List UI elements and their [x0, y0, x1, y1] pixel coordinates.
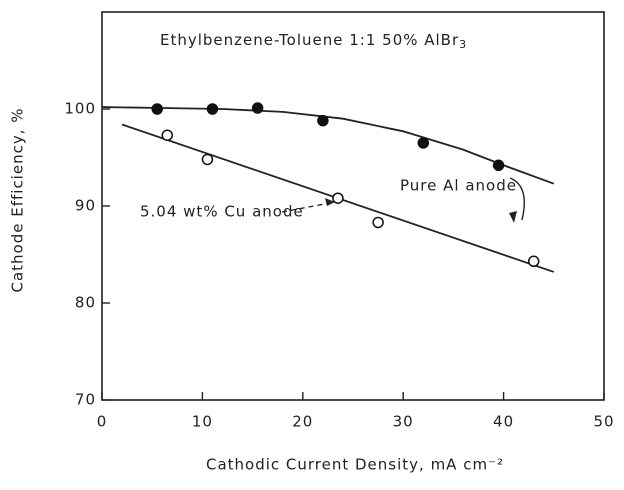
series-label: Pure Al anode — [400, 177, 517, 195]
x-axis-label: Cathodic Current Density, mA cm⁻² — [206, 456, 504, 474]
arrow-al — [509, 177, 525, 221]
chart-title: Ethylbenzene-Toluene 1:1 50% AlBr3 — [160, 31, 467, 52]
y-tick-label: 90 — [75, 197, 96, 215]
data-point — [206, 103, 219, 115]
arrow-cu — [281, 202, 331, 213]
data-point — [372, 216, 384, 229]
fit-line — [101, 106, 555, 185]
title-text: Ethylbenzene-Toluene 1:1 50% AlBr — [160, 31, 459, 49]
data-point — [161, 129, 174, 141]
data-point — [251, 102, 264, 114]
data-point — [332, 192, 344, 204]
x-tick-label: 10 — [192, 413, 213, 431]
y-axis-label: Cathode Efficiency, % — [9, 107, 27, 292]
data-point — [527, 255, 540, 268]
data-point — [317, 114, 329, 127]
data-point — [492, 159, 505, 172]
data-point — [151, 103, 163, 115]
series-label: 5.04 wt% Cu anode — [140, 203, 304, 221]
arrow-al-head — [509, 211, 517, 223]
x-tick-label: 0 — [97, 413, 108, 431]
data-point — [417, 137, 430, 149]
arrows — [281, 177, 525, 223]
x-tick-label: 50 — [593, 413, 614, 431]
title-subscript: 3 — [459, 38, 467, 51]
x-tick-label: 20 — [292, 413, 313, 431]
x-tick-label: 40 — [493, 413, 514, 431]
arrow-cu-head — [325, 198, 335, 206]
x-tick-label: 30 — [393, 413, 414, 431]
y-tick-label: 100 — [64, 100, 96, 118]
y-tick-label: 80 — [75, 294, 96, 312]
y-tick-label: 70 — [75, 391, 96, 409]
data-point — [201, 153, 214, 166]
